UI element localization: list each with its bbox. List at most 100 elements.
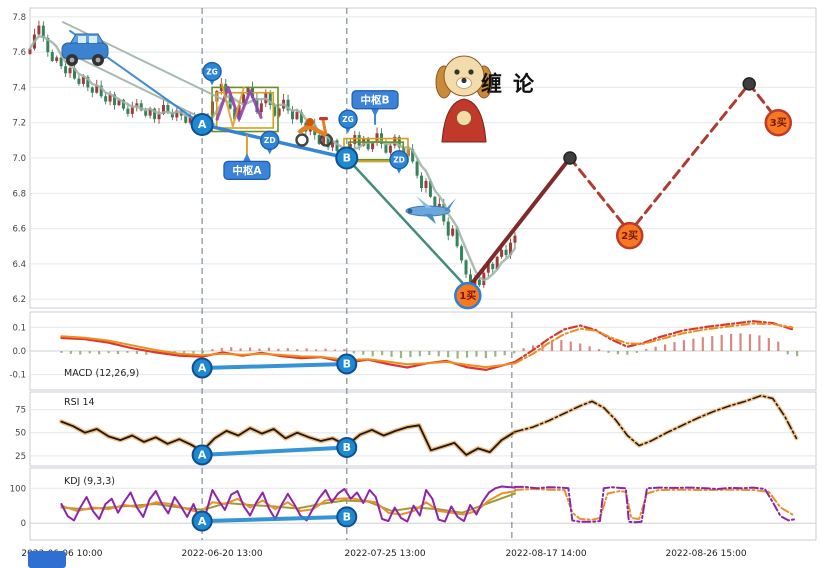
price-y-tick-label: 7.4	[12, 83, 26, 93]
badge-ZD-text: ZD	[393, 156, 405, 165]
candle-body	[153, 108, 157, 120]
macd-hist-bar	[296, 349, 299, 351]
macd-dea-line	[60, 335, 516, 369]
macd-hist-bar	[79, 351, 82, 355]
price-segment-b-low-line	[345, 156, 470, 290]
candle-body	[468, 274, 472, 289]
macd-hist-bar	[597, 349, 601, 351]
candle-body	[437, 203, 441, 211]
candle-body	[175, 110, 179, 118]
kdj-y-tick-label: 0	[21, 519, 26, 529]
mascot-label: 缠论	[481, 72, 545, 96]
candle-body	[28, 48, 32, 54]
candle-body	[322, 136, 326, 144]
candle-body	[113, 94, 117, 106]
marker-B-text: B	[343, 511, 351, 524]
macd-hist-bar	[126, 351, 129, 353]
candle-body	[68, 68, 72, 74]
callout-中枢B-text: 中枢B	[361, 93, 390, 106]
macd-hist-bar	[475, 351, 478, 357]
candle-body	[144, 110, 148, 116]
marker-B	[336, 506, 358, 528]
candle-body	[273, 105, 277, 116]
macd-hist-bar	[69, 351, 72, 354]
candle-body	[451, 228, 455, 236]
badge-ZD-text: ZD	[264, 136, 276, 145]
candle-body	[464, 260, 468, 275]
macd-hist-bar	[267, 347, 271, 351]
macd-hist-bar	[484, 351, 487, 359]
candle-body	[393, 136, 397, 146]
badge-ZG-text: ZG	[206, 67, 218, 76]
callout-中枢B	[351, 90, 399, 110]
marker-B	[336, 437, 358, 458]
buy-marker-1买-text: 1买	[459, 290, 476, 302]
candle-body	[104, 96, 108, 102]
macd-hist-bar	[116, 351, 120, 355]
macd-hist-bar	[201, 351, 205, 354]
candle-body	[268, 92, 272, 106]
badge-ZD	[260, 130, 280, 151]
macd-hist-bar	[767, 338, 770, 351]
marker-A	[190, 112, 214, 136]
macd-hist-bar	[673, 342, 676, 351]
macd-hist-bar	[418, 351, 421, 357]
pivot-a-outer	[211, 86, 279, 133]
macd-hist-bar	[531, 345, 535, 351]
candle-body	[291, 110, 295, 120]
macd-hist-bar	[258, 348, 261, 351]
macd-title: MACD (12,26,9)	[64, 368, 139, 379]
macd-hist-bar	[447, 351, 450, 358]
macd-y-tick-label: -0.1	[9, 371, 26, 381]
candle-body	[415, 161, 419, 176]
candle-body	[228, 94, 232, 109]
macd-hist-bar	[560, 340, 563, 351]
price-y-tick-label: 6.8	[12, 189, 26, 199]
candle-body	[299, 112, 303, 123]
candle-body	[491, 263, 495, 270]
macd-hist-bar	[588, 346, 591, 351]
kdj-ab-connector	[200, 514, 349, 524]
candle-body	[357, 135, 361, 146]
marker-A-text: A	[198, 449, 207, 462]
macd-hist-bar	[692, 338, 695, 351]
macd-hist-bar	[211, 349, 214, 351]
candle-body	[108, 94, 112, 102]
candle-body	[99, 85, 103, 97]
badge-ZG	[202, 61, 222, 82]
price-rally-solid-line	[465, 156, 572, 291]
bottom-left-chip	[28, 551, 66, 568]
marker-A-text: A	[198, 515, 207, 528]
macd-hist-bar	[428, 351, 431, 356]
candle-body	[72, 68, 76, 79]
callout-pointer	[242, 153, 251, 162]
price-trend-lower-line	[62, 49, 216, 126]
candle-body	[135, 103, 139, 107]
candle-body	[121, 99, 125, 109]
candle-body	[411, 149, 415, 162]
candle-body	[130, 106, 134, 114]
macd-hist-bar	[748, 334, 752, 351]
macd-hist-bar	[626, 351, 629, 355]
macd-hist-bar	[145, 351, 148, 355]
rsi-rsi-projection-line	[514, 394, 798, 447]
candle-body	[224, 83, 228, 95]
macd-hist-bar	[390, 351, 393, 357]
macd-hist-bar	[701, 337, 704, 351]
macd-hist-bar	[645, 349, 648, 351]
projection-dot	[563, 151, 577, 165]
price-zigzag-purple-line	[215, 85, 263, 121]
candle-body	[81, 76, 85, 84]
macd-hist-bar	[399, 351, 403, 359]
candle-body	[460, 246, 464, 261]
macd-hist-bar	[98, 351, 101, 355]
macd-hist-bar	[494, 351, 497, 357]
rsi-y-tick-label: 25	[15, 452, 26, 462]
badge-ZD	[389, 150, 409, 170]
rsi-y-tick-label: 75	[15, 406, 26, 416]
macd-hist-bar	[635, 351, 638, 353]
candle-body	[477, 279, 481, 286]
price-zigzag-orange-line	[220, 82, 245, 128]
callout-中枢A	[223, 160, 271, 180]
